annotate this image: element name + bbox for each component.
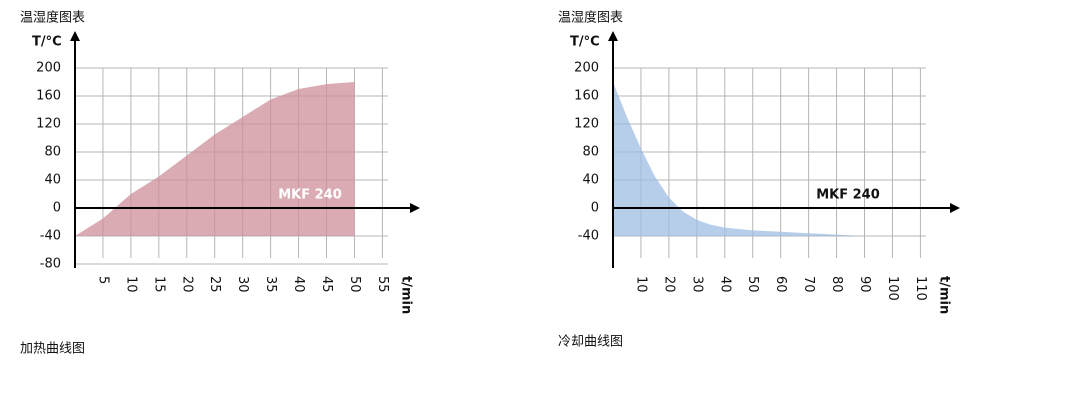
y-axis-label: T/°C [32, 35, 62, 50]
x-tick-label: 10 [123, 276, 138, 293]
y-tick-label: 200 [36, 61, 61, 76]
x-tick-label: 35 [263, 276, 278, 293]
x-tick-label: 45 [319, 276, 334, 293]
x-tick-label: 5 [95, 276, 110, 284]
y-tick-label: 0 [591, 201, 599, 216]
y-tick-label: 120 [574, 117, 599, 132]
y-tick-label: 40 [44, 173, 61, 188]
x-axis-label: t/min [937, 276, 952, 314]
y-tick-label: 200 [574, 61, 599, 76]
area [613, 82, 865, 236]
annotation: MKF 240 [278, 188, 342, 203]
y-tick-label: -40 [40, 229, 61, 244]
y-tick-label: 80 [44, 145, 61, 160]
chart-title: 温湿度图表 [558, 10, 623, 26]
x-tick-label: 55 [375, 276, 390, 293]
area [75, 82, 355, 236]
chart-title: 温湿度图表 [20, 10, 85, 26]
x-tick-label: 15 [151, 276, 166, 293]
y-tick-label: 160 [36, 89, 61, 104]
x-tick-label: 20 [179, 276, 194, 293]
caption: 冷却曲线图 [558, 335, 623, 350]
caption: 加热曲线图 [20, 342, 85, 357]
x-tick-label: 50 [347, 276, 362, 293]
x-tick-label: 90 [857, 276, 872, 293]
x-tick-label: 60 [773, 276, 788, 293]
x-axis-label: t/min [399, 276, 414, 314]
y-tick-label: 120 [36, 117, 61, 132]
x-tick-label: 20 [661, 276, 676, 293]
y-tick-label: -40 [578, 229, 599, 244]
y-tick-label: 160 [574, 89, 599, 104]
y-axis-label: T/°C [570, 35, 600, 50]
x-tick-label: 50 [745, 276, 760, 293]
annotation: MKF 240 [816, 188, 880, 203]
x-tick-label: 30 [235, 276, 250, 293]
x-tick-label: 10 [633, 276, 648, 293]
x-tick-label: 30 [689, 276, 704, 293]
x-tick-label: 110 [913, 276, 928, 301]
x-tick-label: 40 [717, 276, 732, 293]
x-tick-label: 70 [801, 276, 816, 293]
y-tick-label: -80 [40, 257, 61, 272]
y-tick-label: 0 [53, 201, 61, 216]
y-tick-label: 40 [582, 173, 599, 188]
x-tick-label: 25 [207, 276, 222, 293]
y-tick-label: 80 [582, 145, 599, 160]
x-tick-label: 40 [291, 276, 306, 293]
x-tick-label: 100 [885, 276, 900, 301]
x-tick-label: 80 [829, 276, 844, 293]
